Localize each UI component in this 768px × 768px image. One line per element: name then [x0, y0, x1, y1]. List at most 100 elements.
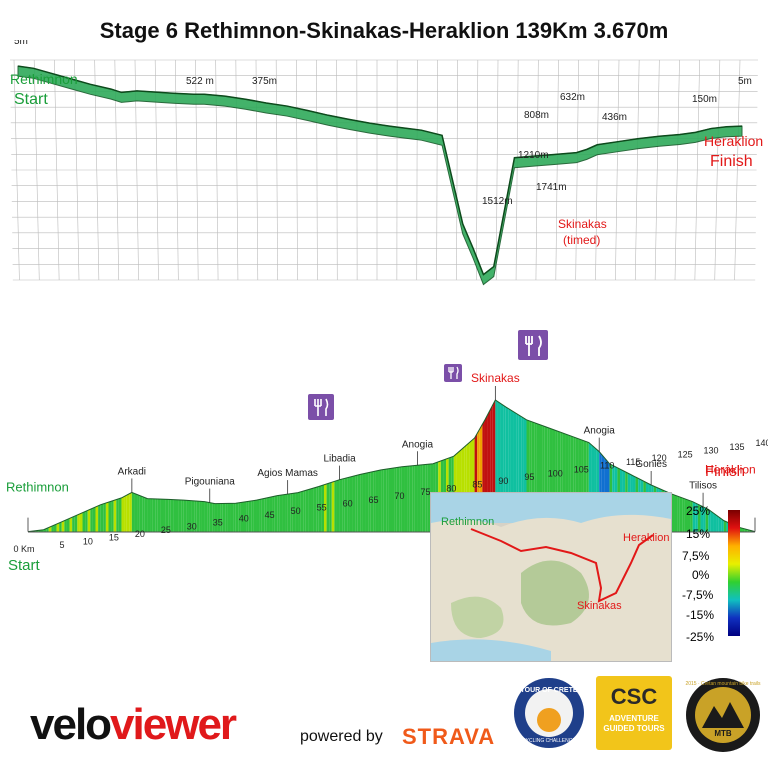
profile-segment [292, 492, 296, 532]
profile-segment [331, 481, 335, 532]
summit-name-label: Skinakas [558, 217, 607, 231]
profile-segment [259, 499, 262, 532]
profile-segment [222, 503, 226, 532]
grid-line [714, 59, 721, 281]
profile-segment [383, 469, 387, 532]
profile-segment [196, 501, 200, 532]
profile-segment [723, 520, 727, 532]
profile-segment [212, 503, 215, 532]
grid-line [54, 59, 60, 281]
profile-segment [233, 503, 236, 532]
profile-segment [679, 496, 683, 532]
elevation-label: 522 m [186, 76, 214, 87]
food-stop-icon [444, 364, 462, 382]
profile-segment [256, 499, 260, 532]
x-axis-ticks: 0 Km 5 10 15 20 25 30 35 40 45 50 55 60 65 70 75 80 85 90 9… [13, 438, 768, 554]
x-tick-label: 110 [600, 461, 614, 471]
profile-segment [168, 499, 171, 532]
profile-segment [378, 469, 382, 532]
profile-segment [274, 495, 278, 532]
finish-label: Finish [710, 153, 753, 170]
profile-segment [334, 480, 337, 532]
profile-segment [682, 497, 685, 532]
place-label: Gonies [635, 459, 667, 470]
x-tick-label: 60 [343, 499, 353, 509]
profile-segment [721, 518, 724, 532]
x-tick-label: 20 [135, 529, 145, 539]
profile-segment [308, 488, 312, 532]
profile-segment [209, 502, 213, 532]
profile-segment [246, 501, 249, 532]
profile-segment [173, 499, 176, 532]
grid-line [316, 59, 318, 281]
profile-segment [98, 504, 101, 532]
tour-of-crete-badge: TOUR OF CRETE CYCLING CHALLENGE [514, 678, 584, 748]
profile-segment [671, 494, 675, 532]
x-tick-label: 95 [524, 472, 534, 482]
profile-segment [697, 504, 701, 532]
legend-label: -7,5% [682, 588, 714, 602]
profile-segment [422, 464, 426, 532]
profile-segment [352, 475, 356, 532]
profile-segment [700, 505, 704, 532]
profile-segment [373, 470, 376, 532]
profile-segment [349, 476, 353, 532]
profile-segment [163, 499, 166, 532]
x-tick-label: 45 [265, 510, 275, 520]
profile-segment [103, 502, 106, 532]
profile-segment [326, 483, 330, 532]
profile-segment [261, 498, 265, 532]
profile-segment [105, 502, 109, 532]
profile-segment [155, 498, 158, 532]
profile-segment [131, 492, 135, 532]
x-tick-label: 30 [187, 521, 197, 531]
map-label-rethimnon: Rethimnon [441, 516, 494, 528]
place-label: Pigouniana [185, 477, 235, 488]
profile-segment [409, 465, 413, 532]
elevation-label: 808m [524, 110, 549, 121]
elevation-labels: 522 m 375m 808m 632m 436m 150m 1210m 1741m 1512m [186, 76, 717, 207]
profile-segment [407, 466, 410, 532]
x-tick-label: 125 [678, 449, 693, 459]
profile-segment [214, 503, 218, 532]
profile-segment [225, 503, 228, 532]
profile-segment [313, 487, 317, 532]
profile-segment [51, 525, 54, 532]
profile-segment [716, 514, 719, 532]
grid-line [634, 59, 640, 281]
x-tick-label: 65 [369, 495, 379, 505]
map-label-heraklion: Heraklion [623, 532, 669, 544]
start-elev-label: 5m [14, 40, 28, 47]
badge2-subtitle: ADVENTURE GUIDED TOURS [603, 714, 665, 733]
x-tick-label: 80 [446, 483, 456, 493]
profile-segment [240, 502, 244, 532]
badge3-title: MTB [714, 729, 732, 738]
start-label: Start [14, 91, 48, 108]
profile-segment [220, 503, 223, 532]
place-label: Heraklion [705, 463, 756, 477]
profile-segment [235, 502, 239, 532]
badge2-title: CSC [610, 684, 658, 709]
summit-note-label: (timed) [563, 233, 600, 247]
x-tick-label: 75 [420, 487, 430, 497]
page-title: Stage 6 Rethimnon-Skinakas-Heraklion 139… [99, 18, 669, 43]
grid-line [734, 59, 741, 281]
profile-segment [300, 491, 304, 532]
x-tick-label: 50 [291, 506, 301, 516]
profile-segment [329, 482, 332, 532]
grid-line [296, 59, 298, 281]
x-tick-label: 100 [548, 468, 563, 478]
profile-segment [56, 522, 60, 532]
profile-segment [290, 493, 293, 532]
place-label: Arkadi [118, 466, 146, 477]
x-tick-label: 115 [626, 457, 640, 467]
legend-label: 25% [686, 504, 711, 518]
elevation-label: 1210m [518, 150, 549, 161]
powered-by-text: powered by [300, 728, 383, 745]
profile-segment [420, 464, 423, 532]
place-label: Skinakas [471, 371, 520, 385]
profile-segment [66, 518, 70, 532]
grid-line [555, 59, 559, 281]
finish-elev-label: 5m [738, 76, 752, 87]
profile-segment [285, 494, 288, 532]
